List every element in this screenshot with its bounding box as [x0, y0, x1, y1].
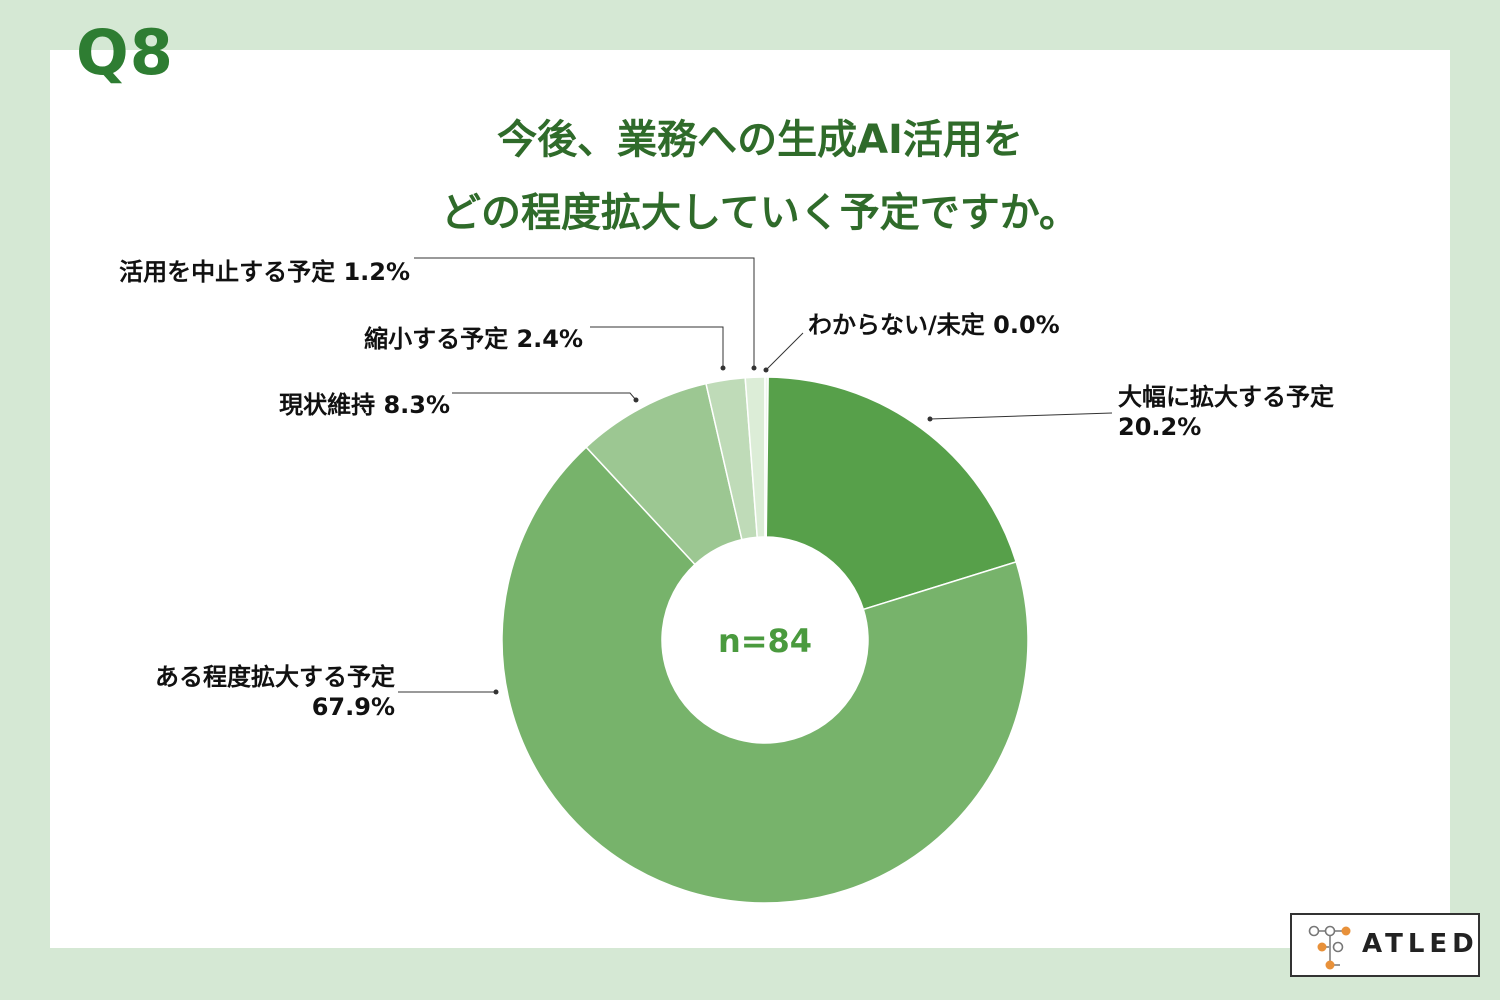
sample-size-label: n=84 — [718, 622, 812, 660]
leader-line-0 — [929, 412, 1113, 420]
atled-logo: ATLED — [1290, 913, 1480, 977]
label-slice-0: 大幅に拡大する予定 20.2% — [1118, 382, 1334, 442]
donut-slice-1 — [501, 446, 1029, 904]
leader-line-2 — [452, 392, 637, 401]
label-slice-4: 活用を中止する予定 1.2% — [119, 257, 410, 287]
slice-4-name: 活用を中止する予定 — [119, 258, 336, 286]
label-slice-1: ある程度拡大する予定 67.9% — [155, 662, 395, 722]
slice-5-name: わからない/未定 — [808, 311, 985, 339]
brand-name: ATLED — [1362, 929, 1479, 959]
slice-4-value: 1.2% — [343, 258, 410, 286]
leader-dot-3 — [720, 365, 726, 371]
slice-3-name: 縮小する予定 — [364, 325, 509, 353]
label-slice-3: 縮小する予定 2.4% — [364, 324, 583, 354]
slice-0-value: 20.2% — [1118, 413, 1202, 441]
donut-slice-5 — [764, 376, 769, 538]
slice-1-name: ある程度拡大する予定 — [155, 663, 395, 691]
slice-2-value: 8.3% — [383, 391, 450, 419]
slice-3-value: 2.4% — [516, 325, 583, 353]
label-slice-2: 現状維持 8.3% — [279, 390, 450, 420]
slice-0-name: 大幅に拡大する予定 — [1118, 383, 1334, 411]
leader-dot-2 — [633, 397, 639, 403]
leader-dot-1 — [493, 689, 499, 695]
leader-line-4 — [414, 257, 755, 368]
slice-1-value: 67.9% — [311, 693, 395, 721]
chart-title-line1: 今後、業務への生成AI活用を — [497, 117, 1023, 163]
donut-slice-0 — [764, 376, 1018, 611]
label-slice-5: わからない/未定 0.0% — [808, 310, 1060, 340]
slice-2-name: 現状維持 — [279, 391, 376, 419]
leader-dot-0 — [927, 416, 933, 422]
leader-line-3 — [590, 326, 724, 368]
slice-5-value: 0.0% — [993, 311, 1060, 339]
question-number: Q8 — [76, 16, 174, 89]
leader-line-5 — [765, 332, 804, 371]
leader-dot-4 — [751, 365, 757, 371]
leader-dot-5 — [763, 367, 769, 373]
logo-mark-icon — [1308, 925, 1351, 970]
chart-title-line2: どの程度拡大していく予定ですか。 — [441, 190, 1079, 236]
